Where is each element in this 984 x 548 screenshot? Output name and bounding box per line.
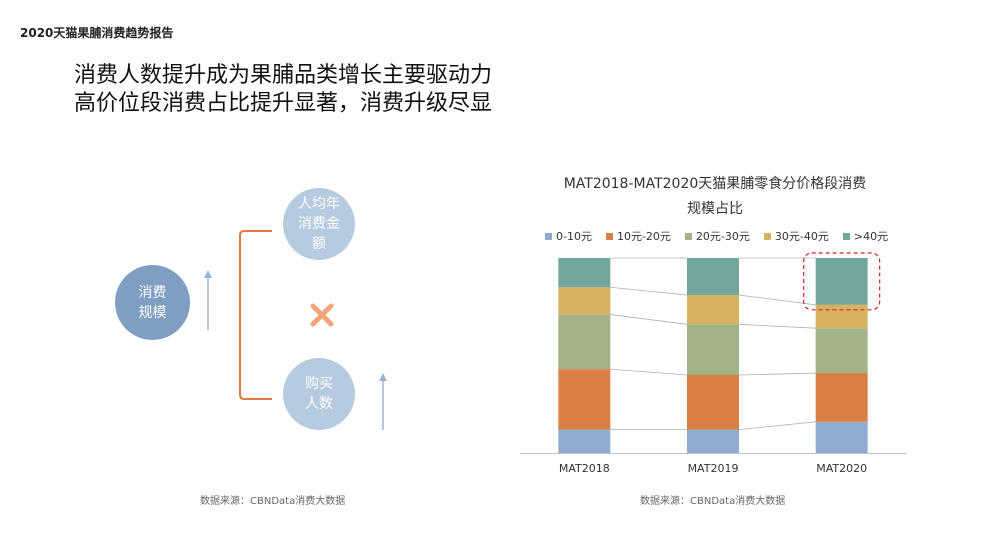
bar-segment	[815, 304, 868, 329]
bar-segment	[687, 295, 739, 325]
x-tick-label: MAT2018	[559, 462, 610, 475]
highlight-box	[803, 252, 881, 311]
bar-segment	[687, 258, 739, 296]
series-connector-line	[738, 372, 816, 376]
buyer-count-node: 购买 人数	[283, 358, 355, 430]
chart-title-line-1: MAT2018-MAT2020天猫果脯零食分价格段消费	[563, 176, 867, 192]
bar-segment	[815, 258, 868, 305]
legend-item: 0-10元	[545, 228, 592, 244]
per-capita-spend-node: 人均年 消费金 额	[283, 188, 355, 260]
legend-swatch	[684, 232, 692, 240]
chart-legend: 0-10元 10元-20元 20元-30元 30元-40元 >40元	[545, 228, 888, 244]
bar-segment	[815, 328, 868, 374]
headline: 消费人数提升成为果脯品类增长主要驱动力 高价位段消费占比提升显著，消费升级尽显	[74, 62, 492, 118]
bar-segment	[687, 375, 739, 430]
legend-item: 10元-20元	[605, 228, 671, 244]
bar-segment	[558, 369, 611, 430]
series-connector-line	[610, 314, 688, 325]
bar-segment	[558, 287, 611, 315]
report-title: 2020天猫果脯消费趋势报告	[20, 26, 174, 40]
series-connector-line	[738, 323, 816, 329]
headline-line-1: 消费人数提升成为果脯品类增长主要驱动力	[74, 63, 493, 88]
legend-label: >40元	[853, 230, 889, 243]
legend-label: 20元-30元	[695, 230, 750, 243]
series-connector-line	[738, 294, 816, 306]
legend-item: >40元	[842, 228, 889, 244]
legend-swatch	[605, 232, 613, 240]
chart-title-line-2: 规模占比	[687, 201, 743, 217]
legend-swatch	[842, 232, 850, 240]
chart-title: MAT2018-MAT2020天猫果脯零食分价格段消费 规模占比	[520, 172, 910, 222]
x-tick-label: MAT2019	[688, 462, 739, 475]
bar-segment	[558, 258, 611, 288]
series-connector-line	[738, 421, 816, 430]
legend-label: 0-10元	[556, 230, 592, 243]
legend-item: 20元-30元	[684, 228, 750, 244]
series-connector-line	[610, 368, 688, 376]
legend-label: 30元-40元	[774, 230, 829, 243]
legend-item: 30元-40元	[763, 228, 829, 244]
legend-swatch	[545, 232, 552, 240]
source-note-right: 数据来源：CBNData消费大数据	[640, 496, 786, 507]
headline-line-2: 高价位段消费占比提升显著，消费升级尽显	[74, 91, 493, 116]
series-connector-line	[610, 286, 688, 296]
source-note-left: 数据来源：CBNData消费大数据	[200, 496, 346, 507]
x-tick-label: MAT2020	[816, 462, 867, 475]
legend-swatch	[763, 232, 771, 240]
legend-label: 10元-20元	[616, 230, 671, 243]
bar-segment	[687, 324, 739, 375]
bar-segment	[815, 421, 868, 453]
bracket-icon	[239, 230, 272, 400]
bar-segment	[815, 373, 868, 422]
bar-segment	[687, 429, 739, 453]
multiply-icon	[310, 303, 334, 327]
bar-segment	[558, 429, 611, 453]
bar-segment	[558, 314, 611, 370]
arrow-up-icon-head	[204, 270, 212, 278]
consumption-scale-node: 消费 规模	[115, 265, 190, 340]
arrow-up-icon-2-head	[379, 373, 387, 381]
